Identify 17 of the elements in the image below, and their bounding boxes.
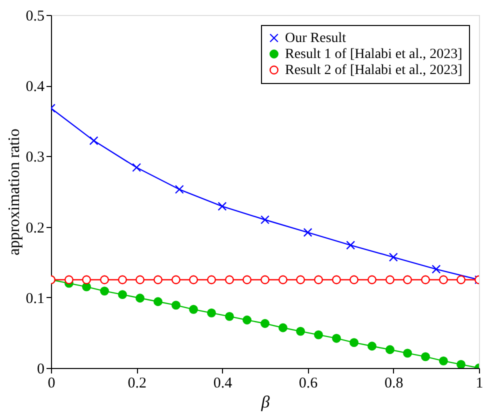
- y-tick-label: 0.1: [26, 290, 44, 307]
- x-tick-label: 0.4: [213, 376, 233, 392]
- x-tick-label: 0.8: [384, 376, 404, 392]
- legend-label: Result 2 of [Halabi et al., 2023]: [285, 63, 462, 78]
- y-tick-label: 0.4: [26, 79, 45, 96]
- y-axis-title: approximation ratio: [6, 128, 23, 256]
- legend-label: Our Result: [285, 31, 346, 46]
- x-axis-title: β: [260, 392, 270, 412]
- y-tick-label: 0: [37, 362, 44, 378]
- x-tick-label: 0.2: [128, 376, 146, 392]
- x-tick-label: 0.6: [298, 376, 318, 392]
- x-tick-label: 0: [48, 376, 56, 392]
- y-tick-label: 0.5: [26, 8, 44, 24]
- y-tick-label: 0.2: [26, 220, 44, 236]
- legend-label: Result 1 of [Halabi et al., 2023]: [285, 47, 462, 62]
- y-tick-label: 0.3: [26, 150, 44, 166]
- x-tick-label: 1: [476, 376, 484, 392]
